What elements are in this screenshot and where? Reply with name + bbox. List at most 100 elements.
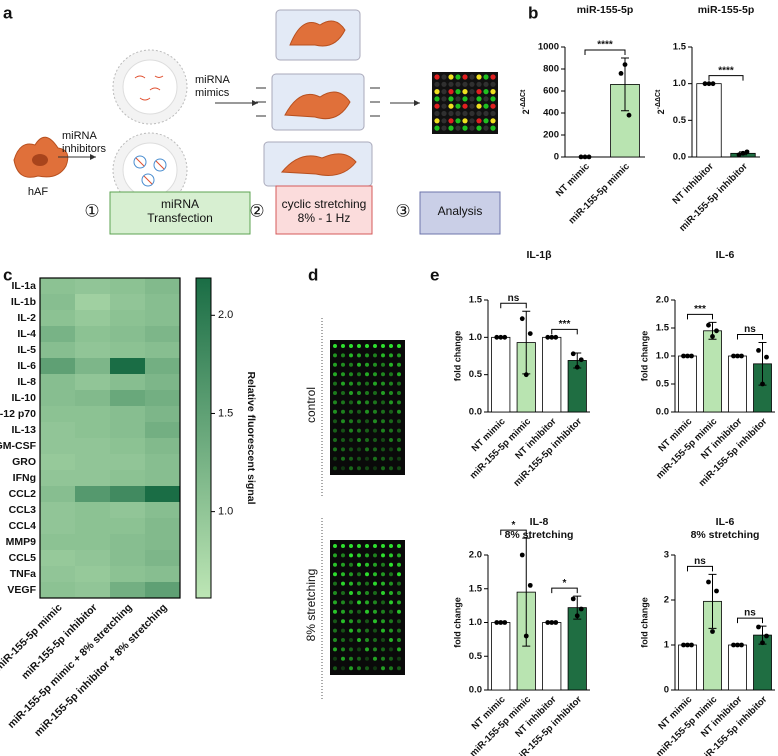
heatmap-cell — [75, 390, 111, 407]
bar — [542, 622, 562, 691]
spot — [341, 428, 345, 433]
spot — [333, 456, 337, 461]
spot — [349, 562, 353, 567]
mimics-label: miRNA — [195, 74, 230, 86]
data-point — [527, 582, 533, 588]
significance-label: ns — [744, 608, 756, 619]
spot — [490, 125, 496, 131]
chart-subtitle: 8% stretching — [505, 529, 574, 541]
panel-label: e — [430, 265, 439, 284]
spot — [333, 438, 337, 442]
heatmap-cell — [75, 502, 111, 519]
y-label-sup: -ΔΔCt — [655, 89, 662, 109]
row-label: IL-10 — [11, 392, 36, 404]
significance-label: **** — [597, 40, 613, 51]
heatmap-frame — [39, 277, 181, 599]
spot — [365, 544, 369, 548]
spot — [357, 362, 361, 367]
data-point — [545, 334, 551, 340]
spot — [373, 391, 377, 395]
spot — [341, 666, 345, 671]
spot — [357, 391, 361, 395]
data-point — [681, 353, 686, 359]
spot — [397, 362, 401, 367]
spot — [333, 600, 337, 605]
step-label: Transfection — [147, 211, 213, 225]
significance-label: ns — [744, 324, 756, 335]
inhibitors-label: miRNA — [62, 130, 97, 142]
spot — [365, 456, 369, 461]
spot — [469, 125, 475, 131]
spot — [357, 581, 361, 586]
step-box — [109, 191, 251, 235]
heatmap-cell — [145, 518, 181, 535]
spot — [341, 438, 345, 442]
heatmap-cell — [75, 374, 111, 391]
spot — [349, 381, 353, 386]
spot — [441, 118, 447, 124]
heatmap-cell — [40, 390, 76, 407]
spot — [341, 656, 345, 661]
significance-label: * — [563, 578, 567, 589]
row-label: IL-4 — [17, 328, 36, 340]
spot — [434, 103, 440, 109]
spot — [373, 344, 377, 348]
data-point — [735, 353, 740, 359]
spot — [357, 344, 361, 348]
spot — [365, 391, 369, 395]
bar — [542, 336, 562, 413]
spot — [389, 391, 393, 395]
spot — [381, 466, 385, 471]
spot — [389, 656, 393, 661]
microarray-icon — [432, 72, 498, 134]
spot — [365, 466, 369, 471]
spot — [389, 553, 393, 558]
spot — [341, 419, 345, 424]
data-point — [553, 620, 559, 625]
heatmap-cell — [40, 278, 76, 295]
data-point — [553, 334, 559, 340]
spot — [373, 353, 377, 358]
spot — [397, 344, 401, 348]
heatmap-cell — [145, 390, 181, 407]
spot — [469, 81, 475, 87]
spot — [357, 428, 361, 433]
significance-label: * — [512, 520, 516, 531]
spot — [365, 372, 369, 377]
heatmap-cell — [75, 326, 111, 343]
spot — [349, 419, 353, 424]
spot — [381, 638, 385, 642]
heatmap-cell — [145, 486, 181, 503]
y-tick-label: 0.5 — [469, 651, 483, 662]
data-point — [706, 81, 712, 87]
spot — [349, 619, 353, 624]
heatmap-cell — [145, 374, 181, 391]
spot — [333, 647, 337, 652]
spot — [389, 381, 393, 386]
spot — [333, 353, 337, 358]
data-point — [756, 624, 761, 630]
spot — [357, 628, 361, 633]
spot — [349, 591, 353, 595]
data-point — [527, 331, 533, 336]
spot — [373, 553, 377, 558]
spot — [397, 353, 401, 358]
spot — [455, 89, 461, 95]
data-point — [523, 633, 529, 639]
spot — [365, 609, 369, 614]
spot — [357, 400, 361, 405]
spot — [365, 400, 369, 405]
data-point — [578, 357, 584, 363]
spot — [357, 381, 361, 386]
colorbar-tick-label: 1.5 — [218, 407, 233, 419]
spot — [381, 656, 385, 661]
inhibitor-strands — [135, 157, 165, 185]
spot — [397, 409, 401, 414]
data-point — [519, 316, 525, 322]
y-tick-label: 200 — [543, 130, 559, 141]
step-number: ① — [84, 201, 99, 220]
spot — [490, 89, 496, 95]
heatmap-cell — [110, 566, 146, 583]
step-number: ② — [249, 201, 264, 220]
spot — [333, 591, 337, 595]
